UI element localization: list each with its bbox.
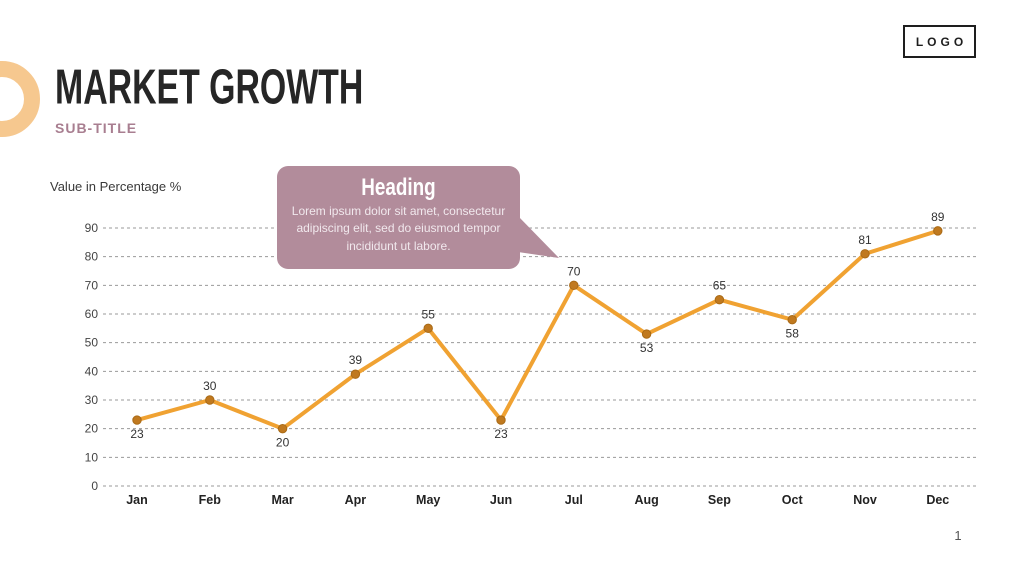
data-point	[350, 369, 361, 379]
data-point-label: 65	[713, 279, 727, 293]
data-point-label: 23	[130, 427, 144, 441]
series-line	[135, 228, 940, 431]
page-subtitle: SUB-TITLE	[55, 120, 138, 136]
x-tick-label: Sep	[708, 493, 731, 507]
y-tick-label: 50	[85, 336, 99, 350]
callout-heading: Heading	[361, 173, 436, 201]
data-point-label: 81	[858, 233, 872, 247]
x-tick-label: Aug	[634, 493, 658, 507]
data-point-label: 39	[349, 353, 363, 367]
callout-body: Lorem ipsum dolor sit amet, consectetur …	[291, 204, 506, 253]
data-point	[132, 415, 142, 425]
data-point-label: 58	[786, 327, 800, 341]
data-point-label: 89	[931, 210, 945, 224]
x-tick-label: Oct	[782, 493, 804, 507]
data-point	[933, 226, 943, 236]
x-tick-label: Jan	[126, 493, 148, 507]
y-tick-label: 40	[85, 364, 99, 378]
page-number: 1	[954, 528, 962, 543]
y-tick-label: 20	[85, 422, 99, 436]
callout-tail	[518, 216, 559, 258]
title-block: MARKET GROWTH SUB-TITLE	[55, 62, 483, 136]
data-point	[205, 395, 215, 405]
y-tick-label: 0	[91, 479, 98, 493]
data-point	[714, 294, 725, 305]
x-tick-label: Jul	[565, 493, 583, 507]
y-tick-label: 10	[85, 450, 99, 464]
x-tick-label: Apr	[345, 493, 367, 507]
logo-text: LOGO	[915, 34, 968, 49]
data-point	[787, 315, 797, 325]
y-tick-label: 70	[85, 278, 99, 292]
data-point	[641, 329, 652, 339]
x-tick-label: May	[416, 493, 440, 507]
x-tick-label: Mar	[271, 493, 293, 507]
y-axis-title: Value in Percentage %	[50, 179, 182, 194]
data-point-label: 70	[567, 264, 581, 278]
callout-tail-shape	[518, 216, 559, 258]
y-tick-label: 90	[85, 221, 99, 235]
data-point	[569, 280, 579, 291]
callout: Heading Lorem ipsum dolor sit amet, cons…	[277, 166, 520, 269]
x-tick-label: Feb	[199, 493, 222, 507]
data-point-label: 53	[640, 341, 654, 355]
data-point-label: 20	[276, 436, 290, 450]
data-point	[860, 249, 870, 259]
y-tick-label: 60	[85, 307, 99, 321]
x-tick-label: Nov	[853, 493, 877, 507]
data-point-label: 55	[422, 307, 436, 321]
y-tick-label: 30	[85, 393, 99, 407]
data-point-label: 30	[203, 379, 217, 393]
data-point	[496, 415, 506, 425]
logo: LOGO	[903, 25, 976, 58]
x-tick-label: Dec	[926, 493, 949, 507]
data-point	[277, 423, 288, 434]
data-point-label: 23	[494, 427, 508, 441]
y-tick-label: 80	[85, 250, 99, 264]
page-title: MARKET GROWTH	[55, 58, 364, 114]
data-point	[423, 323, 433, 334]
x-tick-label: Jun	[490, 493, 512, 507]
